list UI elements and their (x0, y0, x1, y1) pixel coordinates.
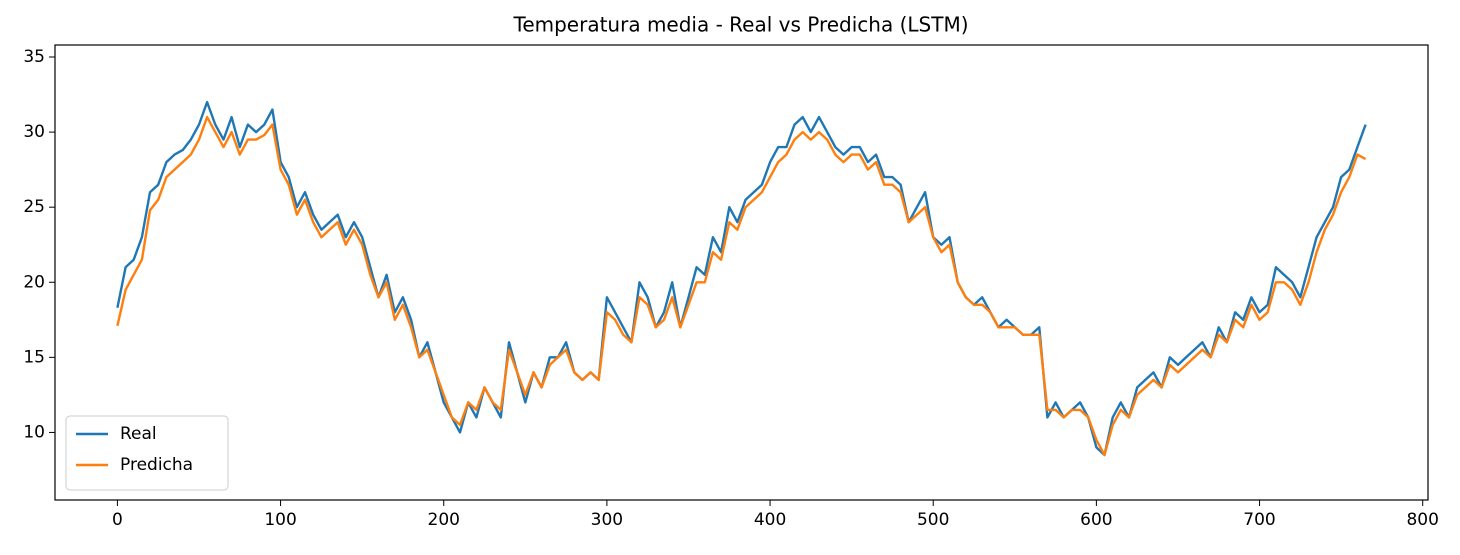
x-tick-label: 600 (1080, 510, 1112, 530)
y-tick-label: 10 (23, 422, 45, 442)
y-tick-label: 20 (23, 272, 45, 292)
y-tick-label: 30 (23, 122, 45, 142)
chart-title: Temperatura media - Real vs Predicha (LS… (513, 13, 969, 37)
line-series (116, 100, 1367, 457)
legend-label: Predicha (120, 455, 193, 475)
x-tick-label: 300 (591, 510, 623, 530)
x-tick-label: 700 (1243, 510, 1275, 530)
x-tick-label: 500 (917, 510, 949, 530)
x-tick-label: 200 (428, 510, 460, 530)
y-tick-label: 25 (23, 197, 45, 217)
x-tick-label: 800 (1406, 510, 1438, 530)
legend-label: Real (120, 424, 157, 444)
x-tick-label: 100 (264, 510, 296, 530)
x-tick-label: 0 (112, 510, 123, 530)
plot-frame (54, 44, 1429, 501)
y-tick-label: 35 (23, 47, 45, 67)
x-tick-label: 400 (754, 510, 786, 530)
y-tick-label: 15 (23, 347, 45, 367)
legend: Real Predicha (65, 415, 229, 491)
line-series (116, 115, 1367, 457)
